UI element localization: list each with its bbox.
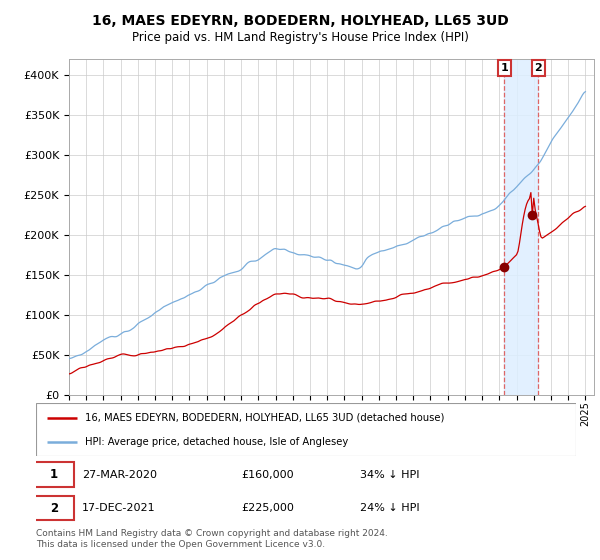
Text: £160,000: £160,000 (241, 470, 294, 480)
FancyBboxPatch shape (36, 403, 576, 456)
Text: 34% ↓ HPI: 34% ↓ HPI (360, 470, 419, 480)
Text: HPI: Average price, detached house, Isle of Anglesey: HPI: Average price, detached house, Isle… (85, 437, 348, 447)
Bar (503, 59, 538, 395)
Text: Contains HM Land Registry data © Crown copyright and database right 2024.
This d: Contains HM Land Registry data © Crown c… (36, 529, 388, 549)
Text: 16, MAES EDEYRN, BODEDERN, HOLYHEAD, LL65 3UD (detached house): 16, MAES EDEYRN, BODEDERN, HOLYHEAD, LL6… (85, 413, 444, 423)
Text: 2: 2 (535, 63, 542, 73)
FancyBboxPatch shape (34, 463, 74, 487)
Text: 17-DEC-2021: 17-DEC-2021 (82, 503, 155, 513)
Text: 2: 2 (50, 502, 58, 515)
Text: 24% ↓ HPI: 24% ↓ HPI (360, 503, 419, 513)
Text: 1: 1 (500, 63, 508, 73)
Text: 27-MAR-2020: 27-MAR-2020 (82, 470, 157, 480)
Text: Price paid vs. HM Land Registry's House Price Index (HPI): Price paid vs. HM Land Registry's House … (131, 31, 469, 44)
Text: 16, MAES EDEYRN, BODEDERN, HOLYHEAD, LL65 3UD: 16, MAES EDEYRN, BODEDERN, HOLYHEAD, LL6… (92, 14, 508, 28)
Text: 1: 1 (50, 468, 58, 481)
FancyBboxPatch shape (34, 496, 74, 520)
Text: £225,000: £225,000 (241, 503, 294, 513)
